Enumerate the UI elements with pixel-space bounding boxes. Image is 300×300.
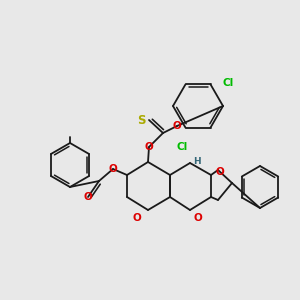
Text: O: O (133, 213, 141, 223)
Text: Cl: Cl (222, 78, 234, 88)
Text: O: O (84, 192, 92, 202)
Text: O: O (109, 164, 117, 174)
Text: O: O (145, 142, 153, 152)
Text: O: O (172, 121, 182, 131)
Text: S: S (137, 113, 145, 127)
Text: O: O (194, 213, 202, 223)
Text: H: H (193, 158, 201, 166)
Text: O: O (216, 167, 224, 177)
Text: Cl: Cl (176, 142, 188, 152)
